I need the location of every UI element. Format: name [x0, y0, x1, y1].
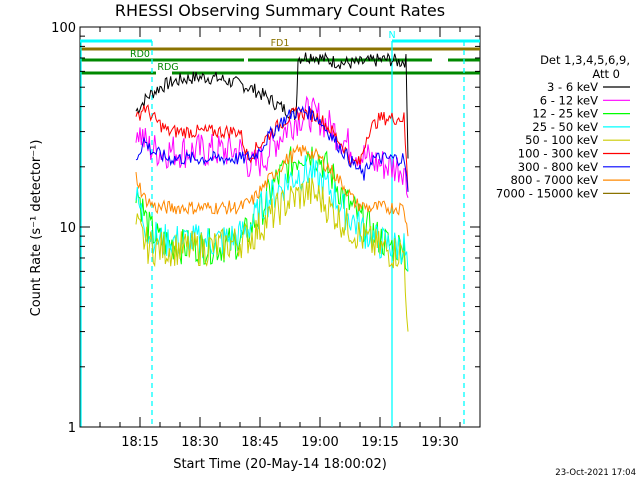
- y-tick-label: 10: [59, 221, 76, 236]
- state-bar-label: RD0: [130, 49, 150, 60]
- y-tick-label: 100: [51, 21, 76, 36]
- legend-entry-label: 3 - 6 keV: [547, 80, 598, 94]
- series-line: [135, 95, 409, 198]
- legend-entry-label: 6 - 12 keV: [540, 93, 598, 107]
- y-tick-label: 1: [68, 421, 76, 436]
- x-axis-label: Start Time (20-May-14 18:00:02): [173, 457, 387, 472]
- x-tick-label: 18:15: [121, 435, 158, 450]
- x-tick-label: 19:15: [361, 435, 398, 450]
- state-bar-label: N: [388, 30, 395, 41]
- legend-entry-label: 300 - 800 keV: [518, 160, 598, 174]
- legend-entry-label: 50 - 100 keV: [525, 133, 598, 147]
- x-ticks: 18:15 18:30 18:45 19:00 19:15 19:30: [99, 27, 481, 450]
- state-bar-label: RDG: [157, 62, 178, 73]
- attenuator-bars: N FD1 RD0 RDG: [80, 30, 480, 75]
- legend-entry-label: 12 - 25 keV: [532, 107, 598, 121]
- chart-title: RHESSI Observing Summary Count Rates: [115, 1, 445, 20]
- series-line: [135, 143, 409, 237]
- timestamp: 23-Oct-2021 17:04: [555, 468, 636, 478]
- legend-entry-label: 100 - 300 keV: [518, 147, 598, 161]
- series-line: [135, 104, 409, 192]
- legend-entry-label: 800 - 7000 keV: [510, 173, 598, 187]
- legend-header: Det 1,3,4,5,6,9,: [540, 53, 630, 67]
- x-tick-label: 18:45: [241, 435, 278, 450]
- legend-entry-label: 7000 - 15000 keV: [496, 186, 598, 200]
- y-ticks: 1 10 100: [51, 21, 480, 436]
- state-bar-label: FD1: [271, 38, 290, 49]
- series-line: [135, 105, 409, 192]
- legend-header: Att 0: [592, 67, 620, 81]
- x-tick-label: 19:30: [421, 435, 458, 450]
- series-lines: [135, 51, 409, 332]
- x-tick-label: 18:30: [181, 435, 218, 450]
- x-tick-label: 19:00: [301, 435, 338, 450]
- legend-entry-label: 25 - 50 keV: [532, 120, 598, 134]
- series-line: [135, 177, 409, 332]
- series-line: [135, 51, 409, 159]
- y-axis-label: Count Rate (s⁻¹ detector⁻¹): [29, 140, 44, 317]
- plot-area: [79, 26, 481, 428]
